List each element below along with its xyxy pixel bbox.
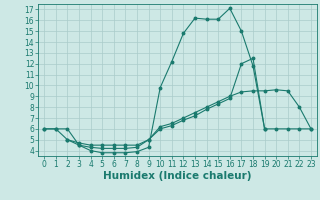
X-axis label: Humidex (Indice chaleur): Humidex (Indice chaleur): [103, 171, 252, 181]
